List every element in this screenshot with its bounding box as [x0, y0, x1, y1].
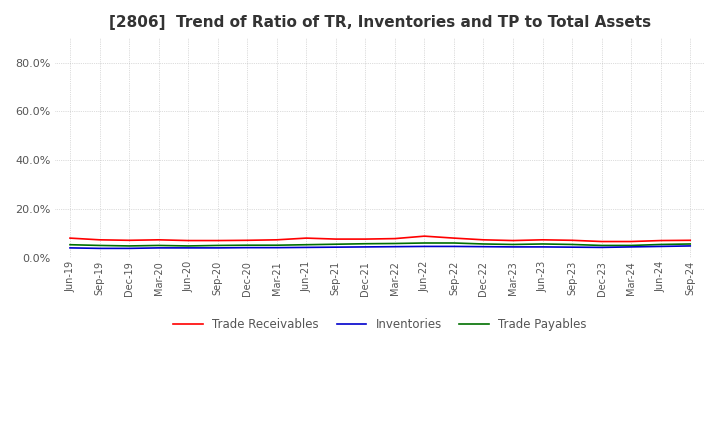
- Inventories: [154, 245, 163, 250]
- Trade Receivables: [449, 235, 458, 241]
- Trade Payables: [686, 241, 695, 246]
- Trade Receivables: [331, 236, 340, 242]
- Trade Payables: [331, 242, 340, 247]
- Trade Payables: [390, 241, 399, 246]
- Inventories: [361, 244, 369, 249]
- Inventories: [686, 243, 695, 249]
- Trade Payables: [66, 242, 74, 247]
- Inventories: [480, 244, 488, 249]
- Trade Receivables: [657, 238, 665, 243]
- Trade Receivables: [361, 236, 369, 242]
- Trade Payables: [272, 242, 281, 248]
- Inventories: [95, 246, 104, 251]
- Legend: Trade Receivables, Inventories, Trade Payables: Trade Receivables, Inventories, Trade Pa…: [168, 313, 592, 336]
- Inventories: [627, 244, 636, 249]
- Trade Payables: [657, 242, 665, 247]
- Trade Payables: [302, 242, 310, 247]
- Inventories: [302, 245, 310, 250]
- Trade Receivables: [66, 235, 74, 241]
- Trade Payables: [213, 243, 222, 248]
- Trade Payables: [449, 240, 458, 246]
- Trade Payables: [568, 242, 577, 247]
- Trade Receivables: [509, 238, 518, 243]
- Inventories: [331, 245, 340, 250]
- Trade Receivables: [184, 238, 192, 243]
- Trade Receivables: [302, 235, 310, 241]
- Trade Receivables: [154, 237, 163, 242]
- Trade Payables: [95, 243, 104, 248]
- Inventories: [272, 245, 281, 250]
- Inventories: [539, 244, 547, 249]
- Inventories: [657, 244, 665, 249]
- Trade Receivables: [272, 237, 281, 242]
- Line: Trade Payables: Trade Payables: [70, 243, 690, 246]
- Trade Payables: [598, 243, 606, 248]
- Trade Payables: [243, 242, 251, 248]
- Inventories: [66, 245, 74, 250]
- Inventories: [568, 245, 577, 250]
- Trade Payables: [509, 242, 518, 247]
- Trade Payables: [420, 240, 428, 246]
- Title: [2806]  Trend of Ratio of TR, Inventories and TP to Total Assets: [2806] Trend of Ratio of TR, Inventories…: [109, 15, 651, 30]
- Trade Receivables: [390, 236, 399, 241]
- Trade Receivables: [627, 239, 636, 244]
- Line: Trade Receivables: Trade Receivables: [70, 236, 690, 242]
- Inventories: [449, 244, 458, 249]
- Trade Receivables: [568, 238, 577, 243]
- Line: Inventories: Inventories: [70, 246, 690, 248]
- Trade Payables: [361, 241, 369, 246]
- Trade Receivables: [95, 237, 104, 242]
- Inventories: [598, 245, 606, 250]
- Trade Payables: [627, 243, 636, 248]
- Trade Receivables: [243, 238, 251, 243]
- Trade Payables: [184, 243, 192, 249]
- Inventories: [213, 245, 222, 250]
- Trade Receivables: [213, 238, 222, 243]
- Trade Receivables: [598, 239, 606, 244]
- Trade Payables: [125, 243, 133, 249]
- Inventories: [243, 245, 251, 250]
- Inventories: [509, 244, 518, 249]
- Trade Payables: [154, 243, 163, 248]
- Trade Receivables: [125, 238, 133, 243]
- Inventories: [420, 244, 428, 249]
- Trade Receivables: [539, 237, 547, 242]
- Trade Payables: [539, 241, 547, 246]
- Trade Receivables: [420, 234, 428, 239]
- Inventories: [390, 244, 399, 249]
- Inventories: [184, 245, 192, 250]
- Trade Receivables: [686, 238, 695, 243]
- Trade Receivables: [480, 237, 488, 242]
- Trade Payables: [480, 241, 488, 246]
- Inventories: [125, 246, 133, 251]
